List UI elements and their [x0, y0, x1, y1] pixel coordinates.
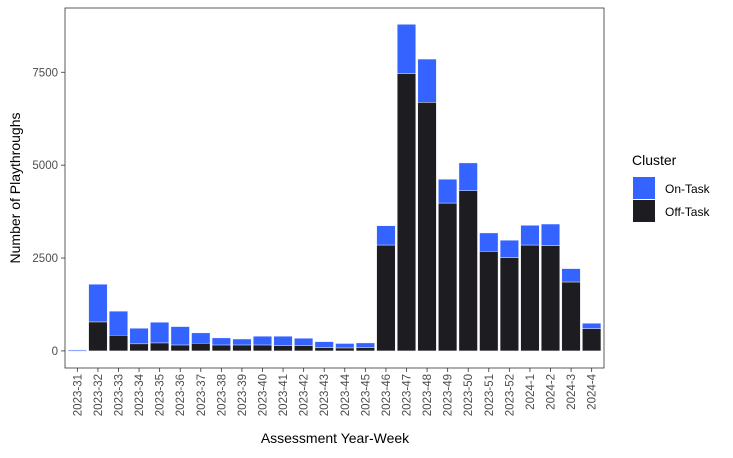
y-axis-title: Number of Playthroughs [7, 113, 23, 264]
x-tick-label: 2023-34 [134, 373, 146, 416]
bar-off-task-2023-52 [499, 257, 519, 352]
x-axis-title: Assessment Year-Week [261, 430, 410, 446]
x-tick-label: 2023-52 [504, 374, 516, 416]
bar-off-task-2023-43 [314, 347, 334, 352]
legend-label-off-task: Off-Task [665, 205, 710, 219]
bar-off-task-2023-41 [273, 345, 293, 352]
legend-label-on-task: On-Task [665, 182, 711, 196]
bar-on-task-2023-34 [129, 328, 149, 345]
x-tick-label: 2023-32 [93, 374, 105, 416]
bar-off-task-2023-37 [191, 343, 211, 352]
y-tick-label: 7500 [32, 67, 58, 79]
bar-on-task-2024-3 [561, 268, 581, 283]
x-tick-label: 2024-4 [587, 373, 599, 409]
bar-off-task-2023-50 [458, 190, 478, 352]
bar-off-task-2023-42 [294, 345, 314, 352]
bar-on-task-2023-35 [150, 322, 170, 344]
x-tick-label: 2023-42 [299, 374, 311, 416]
bar-off-task-2024-2 [541, 245, 560, 352]
bar-off-task-2023-38 [211, 344, 231, 352]
x-tick-label: 2023-51 [484, 374, 496, 416]
x-tick-label: 2023-35 [155, 374, 167, 416]
x-tick-label: 2024-1 [525, 374, 537, 410]
bar-on-task-2023-41 [273, 336, 293, 346]
x-tick-label: 2024-3 [566, 374, 578, 410]
bar-on-task-2023-47 [397, 24, 416, 74]
bar-on-task-2023-43 [314, 341, 334, 348]
bar-off-task-2023-39 [232, 344, 252, 352]
bar-on-task-2023-51 [479, 232, 499, 252]
bar-off-task-2023-36 [170, 344, 190, 352]
bar-on-task-2024-1 [520, 225, 540, 246]
x-tick-label: 2023-50 [463, 374, 475, 416]
x-tick-label: 2023-49 [443, 374, 455, 416]
x-tick-label: 2023-44 [340, 373, 352, 416]
x-tick-label: 2023-33 [113, 374, 125, 416]
bar-on-task-2023-52 [499, 239, 519, 258]
bar-off-task-2024-3 [561, 281, 581, 352]
bar-off-task-2023-33 [109, 335, 128, 352]
bar-on-task-2023-32 [88, 284, 108, 323]
x-tick-label: 2023-43 [319, 374, 331, 416]
bar-on-task-2023-48 [417, 58, 437, 103]
bar-on-task-2023-31 [67, 349, 87, 351]
bar-on-task-2023-46 [376, 225, 396, 246]
bar-on-task-2023-50 [458, 162, 478, 191]
bar-off-task-2023-35 [150, 342, 170, 352]
x-tick-label: 2023-40 [257, 374, 269, 416]
x-tick-label: 2023-38 [216, 374, 228, 416]
bar-on-task-2023-42 [294, 338, 314, 346]
bar-on-task-2023-49 [438, 179, 458, 204]
x-tick-label: 2023-36 [175, 374, 187, 416]
y-tick-label: 0 [52, 346, 58, 358]
x-tick-label: 2023-41 [278, 374, 290, 416]
x-tick-label: 2023-46 [381, 374, 393, 416]
bar-off-task-2024-4 [582, 328, 602, 352]
bar-off-task-2023-44 [335, 347, 355, 352]
x-tick-label: 2023-39 [237, 374, 249, 416]
bar-off-task-2023-51 [479, 251, 499, 352]
bar-on-task-2023-36 [170, 326, 190, 346]
x-tick-label: 2023-48 [422, 374, 434, 416]
bar-off-task-2023-48 [417, 102, 437, 352]
y-tick-label: 2500 [32, 253, 58, 265]
legend-key-off-task [633, 200, 655, 222]
bar-on-task-2023-44 [335, 343, 355, 349]
x-tick-label: 2023-37 [196, 374, 208, 416]
x-tick-label: 2023-47 [402, 374, 414, 416]
bar-off-task-2023-47 [397, 73, 416, 352]
x-tick-label: 2023-31 [72, 374, 84, 416]
bar-off-task-2023-49 [438, 202, 458, 352]
legend-key-on-task [633, 177, 655, 199]
bar-off-task-2023-46 [376, 244, 396, 352]
bar-on-task-2023-39 [232, 338, 252, 346]
bar-on-task-2023-37 [191, 332, 211, 344]
bar-on-task-2023-38 [211, 337, 231, 346]
bar-off-task-2023-45 [355, 347, 375, 352]
bar-on-task-2023-33 [109, 310, 128, 336]
bar-off-task-2023-34 [129, 343, 149, 352]
bar-off-task-2023-40 [253, 344, 272, 352]
x-tick-label: 2023-45 [360, 374, 372, 416]
y-tick-label: 5000 [32, 160, 58, 172]
bar-on-task-2024-2 [541, 223, 560, 246]
x-tick-label: 2024-2 [546, 374, 558, 410]
bar-off-task-2023-32 [88, 321, 108, 352]
bar-off-task-2024-1 [520, 244, 540, 352]
bar-on-task-2023-40 [253, 336, 272, 346]
legend: Cluster On-Task Off-Task [632, 152, 711, 222]
legend-title: Cluster [632, 152, 677, 168]
bar-on-task-2023-45 [355, 342, 375, 348]
bar-on-task-2024-4 [582, 323, 602, 329]
